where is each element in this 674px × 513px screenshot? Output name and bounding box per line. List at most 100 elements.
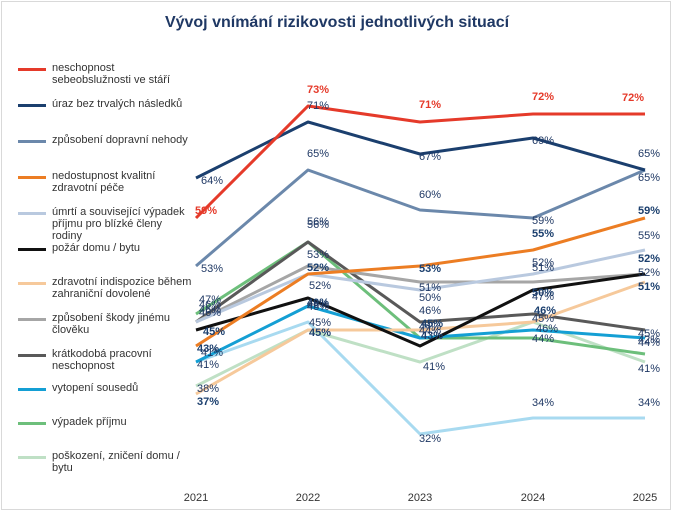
series-line bbox=[195, 264, 646, 324]
series-line bbox=[195, 280, 646, 396]
x-tick-label: 2025 bbox=[633, 492, 657, 504]
data-label: 49% bbox=[307, 297, 329, 309]
data-label: 41% bbox=[423, 361, 445, 373]
data-label: 41% bbox=[197, 359, 219, 371]
data-label: 52% bbox=[309, 280, 331, 292]
data-label: 51% bbox=[638, 281, 660, 293]
data-label: 52% bbox=[532, 257, 554, 269]
legend-label: způsobení dopravní nehody bbox=[52, 134, 188, 146]
legend-label: nedostupnost kvalitní zdravotní péče bbox=[52, 170, 156, 194]
legend-label: požár domu / bytu bbox=[52, 242, 141, 254]
data-label: 45% bbox=[638, 328, 660, 340]
legend-swatch bbox=[18, 212, 46, 215]
legend-swatch bbox=[18, 68, 46, 71]
data-label: 50% bbox=[419, 292, 441, 304]
data-label: 53% bbox=[201, 263, 223, 275]
legend-label: poškození, zničení domu / bytu bbox=[52, 450, 180, 474]
data-label: 42% bbox=[638, 334, 660, 346]
legend-swatch bbox=[18, 318, 46, 321]
data-label: 56% bbox=[307, 216, 329, 228]
legend-swatch bbox=[18, 104, 46, 107]
series-line bbox=[195, 272, 646, 348]
legend-label: neschopnost sebeobslužnosti ve stáří bbox=[52, 62, 171, 86]
series-line bbox=[195, 168, 646, 268]
series-line bbox=[194, 104, 645, 220]
data-label: 32% bbox=[419, 433, 441, 445]
data-label: 59% bbox=[195, 205, 217, 217]
data-label: 72% bbox=[532, 91, 554, 103]
series-line bbox=[195, 320, 646, 388]
data-label: 71% bbox=[307, 100, 329, 112]
data-label: 44% bbox=[532, 333, 554, 345]
legend-swatch bbox=[18, 354, 46, 357]
chart-title: Vývoj vnímání rizikovosti jednotlivých s… bbox=[164, 14, 510, 31]
legend-swatch bbox=[18, 248, 46, 251]
data-label: 67% bbox=[419, 151, 441, 163]
data-label: 48% bbox=[307, 301, 329, 313]
data-label: 43% bbox=[197, 343, 219, 355]
legend-label: vytopení sousedů bbox=[52, 382, 139, 394]
data-label: 59% bbox=[532, 215, 554, 227]
data-label: 37% bbox=[197, 396, 219, 408]
series-line bbox=[195, 248, 646, 324]
data-label: 65% bbox=[638, 172, 660, 184]
data-label: 47% bbox=[199, 294, 221, 306]
legend-label: úraz bez trvalých následků bbox=[52, 98, 183, 110]
data-label: 50% bbox=[532, 287, 554, 299]
data-label: 52% bbox=[638, 267, 660, 279]
data-label: 43% bbox=[421, 330, 443, 342]
data-label: 51% bbox=[419, 282, 441, 294]
data-label: 46% bbox=[199, 304, 221, 316]
legend-label: zdravotní indispozice během zahraniční d… bbox=[52, 276, 192, 300]
legend-swatch bbox=[18, 176, 46, 179]
data-label: 41% bbox=[638, 363, 660, 375]
data-label: 53% bbox=[419, 263, 441, 275]
data-label: 45% bbox=[309, 327, 331, 339]
data-label: 72% bbox=[622, 92, 644, 104]
data-label: 60% bbox=[419, 189, 441, 201]
legend-label: úmrtí a související výpadek příjmu pro b… bbox=[52, 206, 185, 242]
data-label: 34% bbox=[638, 397, 660, 409]
data-label: 47% bbox=[532, 291, 554, 303]
series-line bbox=[195, 120, 646, 180]
x-tick-label: 2022 bbox=[296, 492, 320, 504]
data-label: 73% bbox=[307, 84, 329, 96]
x-tick-label: 2021 bbox=[184, 492, 208, 504]
x-tick-label: 2024 bbox=[521, 492, 545, 504]
data-label: 65% bbox=[638, 148, 660, 160]
data-label: 52% bbox=[638, 253, 660, 265]
series-line bbox=[195, 320, 645, 436]
data-label: 65% bbox=[307, 148, 329, 160]
data-label: 56% bbox=[307, 219, 329, 231]
data-label: 44% bbox=[638, 337, 660, 349]
series-line bbox=[195, 216, 646, 348]
data-label: 55% bbox=[532, 228, 554, 240]
data-label: 45% bbox=[421, 318, 443, 330]
data-label: 45% bbox=[532, 313, 554, 325]
legend-label: způsobení škody jinému člověku bbox=[52, 312, 171, 336]
legend-swatch bbox=[18, 388, 46, 391]
data-label: 46% bbox=[199, 307, 221, 319]
data-label: 45% bbox=[203, 326, 225, 338]
data-label: 46% bbox=[199, 299, 221, 311]
data-label: 69% bbox=[532, 135, 554, 147]
legend-swatch bbox=[18, 140, 46, 143]
data-label: 45% bbox=[309, 317, 331, 329]
data-label: 41% bbox=[201, 347, 223, 359]
legend-swatch bbox=[18, 456, 46, 459]
data-label: 51% bbox=[532, 262, 554, 274]
x-tick-label: 2023 bbox=[408, 492, 432, 504]
legend-label: krátkodobá pracovní neschopnost bbox=[52, 348, 152, 372]
data-label: 52% bbox=[307, 262, 329, 274]
data-label: 38% bbox=[197, 383, 219, 395]
series-line bbox=[195, 240, 646, 332]
legend-swatch bbox=[18, 422, 46, 425]
data-label: 46% bbox=[534, 305, 556, 317]
series-line bbox=[195, 304, 646, 364]
legend-label: výpadek příjmu bbox=[52, 416, 127, 428]
data-label: 46% bbox=[536, 323, 558, 335]
data-label: 71% bbox=[419, 99, 441, 111]
data-label: 46% bbox=[307, 299, 329, 311]
